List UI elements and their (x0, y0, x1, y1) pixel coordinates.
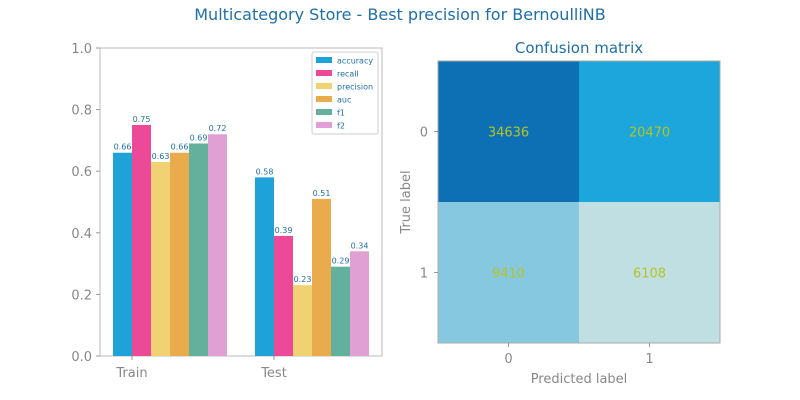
legend-swatch-accuracy (316, 57, 332, 63)
bar-recall-train (132, 125, 151, 356)
figure-title: Multicategory Store - Best precision for… (194, 5, 606, 24)
bar-accuracy-train (113, 152, 132, 356)
bar-auc-train (170, 152, 189, 356)
heatmap-y-tick-label: 0 (420, 126, 428, 141)
bar-value-label: 0.69 (190, 133, 208, 142)
heatmap-cell-0-0 (438, 61, 579, 202)
heatmap-cell-1-1 (579, 202, 720, 343)
bar-value-label: 0.63 (152, 152, 170, 161)
bar-value-label: 0.29 (332, 257, 350, 266)
bar-value-label: 0.75 (133, 115, 151, 124)
legend-swatch-f1 (316, 109, 332, 115)
x-tick-label-train: Train (115, 366, 147, 381)
bar-value-label: 0.72 (209, 124, 227, 133)
heatmap-cell-value: 20470 (629, 126, 670, 141)
legend-label-accuracy: accuracy (337, 57, 373, 66)
heatmap-cell-value: 9410 (492, 267, 525, 282)
heatmap-cell-1-0 (438, 202, 579, 343)
legend-label-precision: precision (337, 83, 373, 92)
y-tick-label: 1.0 (71, 42, 92, 57)
legend-swatch-precision (316, 83, 332, 89)
bar-value-label: 0.39 (275, 226, 293, 235)
heatmap-x-axis-label: Predicted label (531, 372, 628, 387)
y-tick-label: 0.6 (71, 165, 92, 180)
heatmap-x-tick-label: 1 (645, 352, 653, 367)
bar-value-label: 0.66 (114, 143, 132, 152)
bar-f2-test (350, 251, 369, 356)
heatmap-title: Confusion matrix (515, 39, 643, 57)
y-tick-label: 0.2 (71, 288, 92, 303)
legend-label-f1: f1 (337, 109, 345, 118)
bar-value-label: 0.23 (294, 275, 312, 284)
bar-precision-test (293, 285, 312, 356)
heatmap-cell-value: 34636 (488, 126, 529, 141)
bar-accuracy-test (255, 177, 274, 356)
legend-label-f2: f2 (337, 122, 345, 131)
y-tick-label: 0.0 (71, 350, 92, 365)
bar-auc-test (312, 198, 331, 356)
bar-value-label: 0.58 (256, 167, 274, 176)
bar-recall-test (274, 235, 293, 356)
legend-swatch-recall (316, 70, 332, 76)
x-tick-label-test: Test (260, 366, 287, 381)
legend-label-recall: recall (337, 70, 359, 79)
bar-value-label: 0.51 (313, 189, 331, 198)
heatmap-frame (437, 60, 721, 344)
legend-swatch-auc (316, 96, 332, 102)
bar-f1-train (189, 143, 208, 356)
bar-value-label: 0.34 (351, 241, 369, 250)
legend-swatch-f2 (316, 122, 332, 128)
y-tick-label: 0.8 (71, 104, 92, 119)
heatmap-y-axis-label: True label (399, 170, 414, 234)
bar-value-label: 0.66 (171, 143, 189, 152)
bar-f2-train (208, 134, 227, 356)
heatmap-cell-0-1 (579, 61, 720, 202)
y-tick-label: 0.4 (71, 227, 92, 242)
heatmap-y-tick-label: 1 (420, 267, 428, 282)
heatmap-cell-value: 6108 (633, 267, 666, 282)
legend-label-auc: auc (337, 96, 351, 105)
bar-f1-test (331, 266, 350, 356)
heatmap-x-tick-label: 0 (504, 352, 512, 367)
bar-precision-train (151, 161, 170, 356)
